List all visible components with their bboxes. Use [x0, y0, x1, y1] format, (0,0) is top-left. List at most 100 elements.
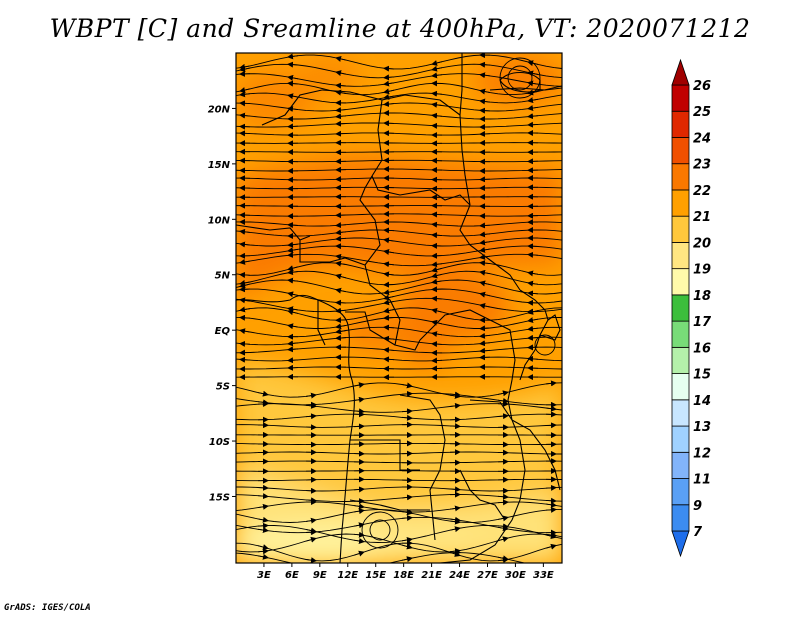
streamline: [236, 516, 562, 534]
map-frame: [235, 52, 563, 564]
streamline: [236, 262, 562, 276]
stream-arrow: [287, 93, 299, 100]
colorbar-box: [671, 163, 690, 191]
streamline: [236, 552, 527, 563]
colorbar-label: 9: [693, 499, 702, 514]
streamline: [236, 237, 562, 247]
stream-arrow: [287, 269, 299, 276]
x-tick-label: 33E: [533, 570, 554, 581]
colorbar-box: [671, 137, 690, 165]
stream-arrow: [546, 567, 554, 568]
stream-arrow: [383, 237, 395, 244]
stream-arrow: [353, 396, 365, 403]
stream-arrow: [545, 501, 557, 508]
stream-arrow: [335, 253, 347, 260]
streamline: [236, 229, 562, 237]
colorbar-label: 21: [693, 210, 711, 225]
stream-arrow: [335, 222, 347, 229]
stream-arrow: [257, 522, 269, 529]
x-tick-label: 27E: [477, 570, 498, 581]
stream-arrow: [305, 413, 317, 420]
stream-arrow: [239, 306, 251, 313]
streamline: [236, 442, 562, 446]
colorbar-box: [671, 399, 690, 427]
x-tick-label: 21E: [421, 570, 442, 581]
stream-arrow: [383, 271, 395, 278]
colorbar-label: 22: [693, 184, 711, 199]
stream-arrow: [449, 526, 461, 533]
stream-arrow: [239, 112, 251, 119]
streamline: [236, 317, 562, 329]
stream-arrow: [479, 239, 491, 246]
colorbar-box: [671, 84, 690, 112]
stream-arrow: [383, 261, 395, 268]
stream-arrow: [527, 280, 539, 287]
colorbar-label: 25: [693, 105, 711, 120]
stream-arrow: [383, 299, 395, 306]
stream-arrow: [431, 319, 443, 326]
colorbar-label: 13: [693, 420, 711, 435]
stream-arrow: [353, 531, 365, 538]
stream-arrow: [383, 249, 395, 255]
streamline: [236, 382, 562, 398]
stream-arrow: [527, 355, 539, 362]
stream-arrow: [431, 112, 443, 119]
stream-arrow: [287, 277, 299, 284]
stream-arrow: [287, 74, 299, 81]
streamline: [236, 356, 562, 362]
y-tick-label: EQ: [215, 326, 231, 337]
streamline: [236, 221, 562, 227]
stream-arrow: [497, 413, 509, 420]
stream-arrow: [479, 222, 491, 229]
colorbar-label: 7: [693, 525, 703, 540]
stream-eddy: [499, 57, 541, 99]
stream-arrow: [287, 80, 299, 87]
stream-arrow: [335, 89, 347, 96]
colorbar-label: 11: [693, 473, 711, 488]
y-tick-label: 5N: [215, 271, 231, 282]
colorbar-low-arrow: [671, 530, 690, 558]
stream-arrow: [335, 107, 347, 114]
stream-arrow: [353, 503, 365, 510]
stream-arrow: [479, 72, 491, 79]
stream-arrow: [431, 90, 443, 97]
streamline: [236, 168, 562, 172]
stream-arrow: [431, 341, 443, 348]
stream-arrow: [401, 537, 413, 543]
streamline: [236, 424, 562, 428]
stream-arrow: [545, 506, 557, 513]
streamline: [236, 245, 562, 257]
stream-arrow: [479, 291, 491, 298]
colorbar-box: [671, 294, 690, 322]
streamline: [236, 460, 562, 464]
stream-arrow: [287, 306, 299, 313]
stream-arrow: [545, 405, 557, 412]
stream-arrow: [479, 231, 491, 238]
streamline: [236, 159, 562, 163]
streamline: [236, 82, 562, 96]
streamline: [236, 542, 562, 562]
stream-arrow: [305, 557, 317, 563]
colorbar-label: 12: [693, 446, 711, 461]
stream-arrow: [305, 497, 317, 504]
stream-arrow: [545, 531, 557, 538]
stream-arrow: [383, 101, 395, 108]
streamline: [236, 486, 562, 492]
stream-arrow: [335, 82, 347, 89]
stream-arrow: [335, 70, 347, 77]
colorbar-label: 18: [693, 289, 711, 304]
x-tick-label: 30E: [505, 570, 526, 581]
stream-arrow: [257, 390, 269, 397]
stream-arrow: [287, 309, 299, 316]
stream-arrow: [431, 221, 443, 228]
stream-arrow: [353, 382, 365, 389]
y-tick-label: 10N: [208, 215, 231, 226]
stream-arrow: [431, 307, 443, 314]
stream-arrow: [479, 246, 491, 253]
stream-arrow: [335, 328, 347, 335]
stream-arrow: [239, 328, 251, 335]
stream-arrow: [335, 323, 347, 330]
streamline: [236, 54, 562, 70]
stream-arrow: [239, 314, 251, 321]
stream-arrow: [527, 251, 539, 258]
